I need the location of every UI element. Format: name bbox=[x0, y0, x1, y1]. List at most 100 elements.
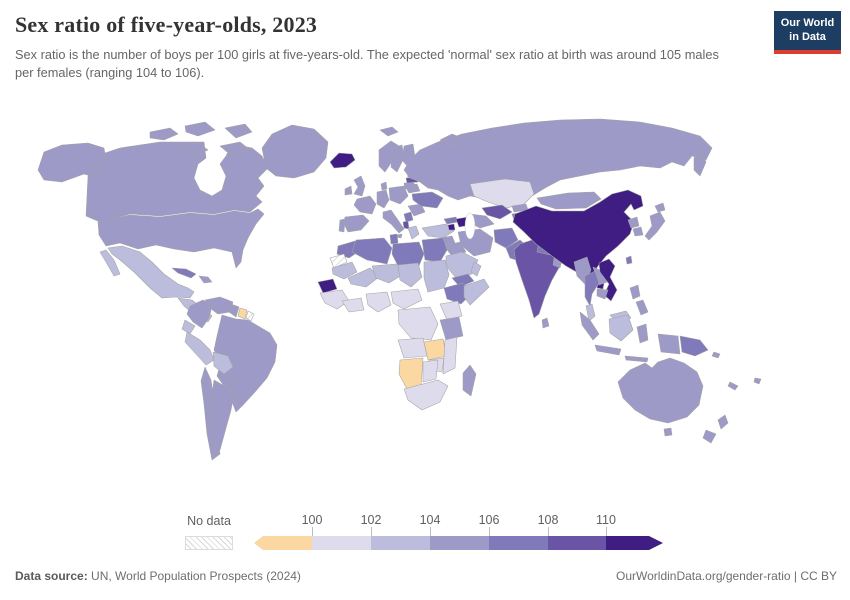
country-zambia[interactable] bbox=[423, 338, 448, 361]
country-madagascar[interactable] bbox=[462, 364, 477, 397]
country-paraguay[interactable] bbox=[224, 375, 237, 391]
country-suriname[interactable] bbox=[237, 307, 248, 320]
region-central-europe[interactable] bbox=[388, 185, 409, 205]
country-tanzania[interactable] bbox=[439, 316, 464, 341]
country-mali[interactable] bbox=[347, 267, 380, 288]
country-philippines[interactable] bbox=[629, 284, 649, 316]
country-nigeria[interactable] bbox=[365, 291, 392, 313]
country-germany[interactable] bbox=[376, 189, 390, 209]
country-peru[interactable] bbox=[184, 331, 215, 366]
country-ireland[interactable] bbox=[344, 185, 353, 196]
country-japan[interactable] bbox=[644, 202, 666, 241]
country-papua-new-guinea[interactable] bbox=[679, 335, 709, 357]
country-chad[interactable] bbox=[397, 262, 423, 288]
country-australia[interactable] bbox=[617, 357, 704, 437]
country-algeria[interactable] bbox=[351, 237, 393, 265]
country-alaska[interactable] bbox=[37, 142, 107, 183]
legend-color-bar[interactable] bbox=[253, 536, 665, 550]
country-french-guiana[interactable] bbox=[245, 310, 255, 322]
country-portugal[interactable] bbox=[338, 218, 346, 233]
legend-band-100-102[interactable] bbox=[312, 536, 371, 550]
country-drc[interactable] bbox=[397, 306, 439, 341]
region-guinea[interactable] bbox=[319, 289, 350, 310]
credit-link[interactable]: OurWorldinData.org/gender-ratio | CC BY bbox=[616, 569, 837, 583]
country-mongolia[interactable] bbox=[536, 191, 602, 210]
country-sweden[interactable] bbox=[390, 144, 405, 173]
country-solomon-islands[interactable] bbox=[711, 351, 721, 359]
country-italy[interactable] bbox=[382, 209, 405, 239]
country-denmark[interactable] bbox=[380, 181, 388, 191]
country-western-sahara[interactable] bbox=[329, 253, 348, 269]
country-bolivia[interactable] bbox=[212, 351, 234, 375]
country-north-korea[interactable] bbox=[627, 216, 640, 229]
legend-band-lt100[interactable] bbox=[254, 536, 312, 550]
country-sudan[interactable] bbox=[423, 259, 450, 293]
country-tunisia[interactable] bbox=[389, 233, 399, 245]
country-indonesia-kalimantan[interactable] bbox=[608, 314, 634, 342]
region-ivory-coast-ghana[interactable] bbox=[341, 297, 365, 313]
country-afghanistan[interactable] bbox=[493, 227, 519, 249]
country-cambodia[interactable] bbox=[596, 288, 609, 300]
region-romania-bulgaria[interactable] bbox=[407, 203, 426, 217]
country-niger[interactable] bbox=[371, 263, 403, 284]
country-greece[interactable] bbox=[407, 225, 420, 240]
country-namibia[interactable] bbox=[398, 357, 424, 390]
legend-band-104-106[interactable] bbox=[430, 536, 489, 550]
country-senegal[interactable] bbox=[317, 278, 338, 294]
country-south-africa[interactable] bbox=[403, 379, 449, 411]
country-south-korea[interactable] bbox=[632, 226, 644, 237]
country-new-caledonia[interactable] bbox=[727, 381, 739, 391]
country-fiji[interactable] bbox=[753, 377, 762, 385]
page-title: Sex ratio of five-year-olds, 2023 bbox=[15, 12, 318, 37]
country-argentina[interactable] bbox=[210, 379, 235, 453]
country-uk[interactable] bbox=[353, 175, 366, 197]
country-guyana[interactable] bbox=[228, 303, 240, 318]
country-greenland[interactable] bbox=[261, 124, 329, 179]
legend-tick-100: 100 bbox=[301, 513, 323, 527]
country-colombia[interactable] bbox=[186, 299, 213, 329]
country-uruguay[interactable] bbox=[230, 394, 240, 405]
country-somalia[interactable] bbox=[463, 278, 490, 306]
country-sri-lanka[interactable] bbox=[541, 317, 550, 329]
country-new-zealand[interactable] bbox=[702, 414, 729, 444]
country-mexico[interactable] bbox=[99, 245, 195, 299]
country-mozambique[interactable] bbox=[442, 336, 458, 375]
country-vietnam[interactable] bbox=[598, 258, 618, 302]
country-botswana[interactable] bbox=[422, 359, 439, 383]
country-indonesia[interactable] bbox=[579, 311, 681, 363]
country-usa[interactable] bbox=[97, 208, 265, 269]
legend-band-gt110[interactable] bbox=[606, 536, 663, 550]
region-cameroon-car[interactable] bbox=[390, 288, 423, 310]
country-hispaniola[interactable] bbox=[198, 275, 213, 284]
country-canada[interactable] bbox=[85, 121, 269, 223]
owid-logo[interactable]: Our World in Data bbox=[774, 11, 841, 54]
country-angola[interactable] bbox=[397, 337, 428, 359]
country-georgia[interactable] bbox=[443, 216, 459, 225]
country-cuba[interactable] bbox=[171, 267, 197, 279]
country-kazakhstan[interactable] bbox=[469, 178, 535, 209]
country-mauritania[interactable] bbox=[331, 261, 358, 280]
country-ukraine[interactable] bbox=[411, 191, 444, 209]
legend-band-108-110[interactable] bbox=[548, 536, 606, 550]
country-russia[interactable] bbox=[403, 118, 713, 207]
owid-logo-line1: Our World bbox=[780, 17, 835, 29]
legend-tick-106: 106 bbox=[478, 513, 500, 527]
country-uzbekistan[interactable] bbox=[481, 204, 513, 220]
legend-band-106-108[interactable] bbox=[489, 536, 548, 550]
country-taiwan[interactable] bbox=[625, 255, 633, 265]
country-armenia[interactable] bbox=[447, 223, 456, 231]
country-egypt[interactable] bbox=[421, 237, 448, 263]
country-thailand[interactable] bbox=[584, 270, 600, 307]
legend-no-data-swatch[interactable] bbox=[185, 536, 233, 550]
country-iceland[interactable] bbox=[329, 152, 356, 169]
legend-band-102-104[interactable] bbox=[371, 536, 430, 550]
region-kenya-uganda[interactable] bbox=[439, 300, 463, 321]
country-yemen[interactable] bbox=[451, 273, 475, 288]
country-spain[interactable] bbox=[343, 214, 370, 233]
country-lithuania[interactable] bbox=[403, 182, 416, 190]
country-serbia[interactable] bbox=[403, 211, 414, 223]
country-france[interactable] bbox=[353, 195, 377, 215]
country-turkey[interactable] bbox=[421, 223, 455, 239]
country-oman[interactable] bbox=[470, 261, 482, 277]
